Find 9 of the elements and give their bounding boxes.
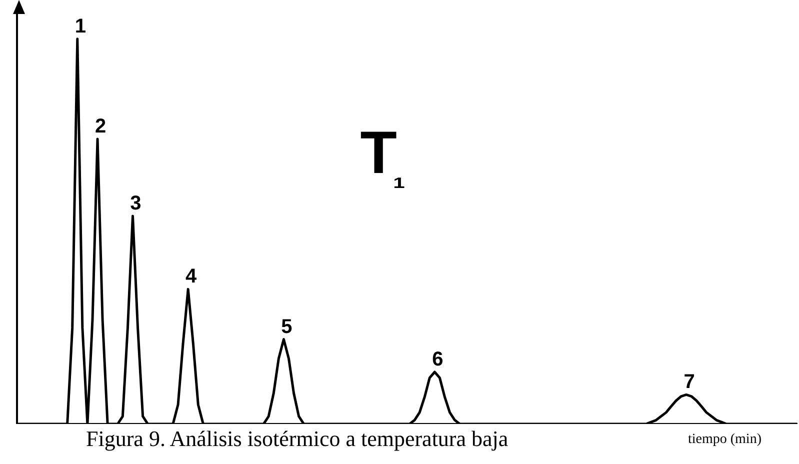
x-axis-title: tiempo (min) — [688, 432, 762, 448]
annotation: 6 — [432, 348, 444, 371]
annotation: 2 — [94, 115, 106, 138]
annotation: 3 — [130, 192, 142, 215]
annotation: 4 — [186, 266, 198, 288]
annotation: 5 — [281, 316, 292, 338]
annotation: 1 — [74, 15, 86, 38]
annotation: 7 — [684, 371, 695, 394]
text: Figura 9. Análisis isotérmico a temperatura baja — [86, 426, 508, 452]
